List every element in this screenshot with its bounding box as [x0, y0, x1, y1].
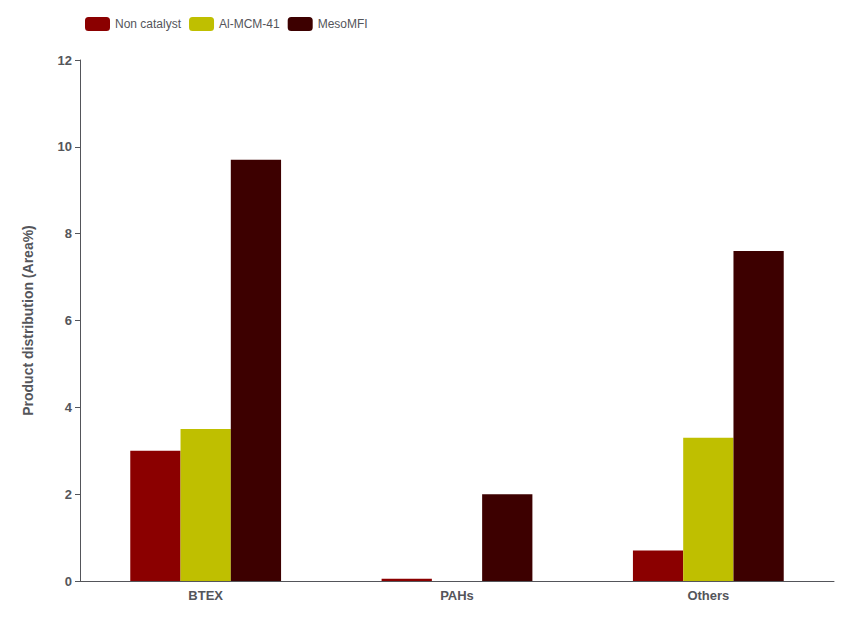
svg-text:0: 0	[65, 574, 72, 589]
svg-text:MesoMFI: MesoMFI	[318, 17, 368, 31]
svg-text:8: 8	[65, 226, 72, 241]
svg-text:4: 4	[65, 400, 73, 415]
svg-text:Others: Others	[687, 588, 729, 603]
svg-text:6: 6	[65, 313, 72, 328]
svg-text:Product distribution (Area%): Product distribution (Area%)	[20, 225, 36, 416]
svg-text:BTEX: BTEX	[188, 588, 223, 603]
svg-text:2: 2	[65, 487, 72, 502]
svg-text:Non catalyst: Non catalyst	[115, 17, 182, 31]
svg-text:Al-MCM-41: Al-MCM-41	[219, 17, 280, 31]
svg-text:10: 10	[58, 139, 72, 154]
svg-text:PAHs: PAHs	[440, 588, 474, 603]
svg-text:12: 12	[58, 53, 72, 68]
